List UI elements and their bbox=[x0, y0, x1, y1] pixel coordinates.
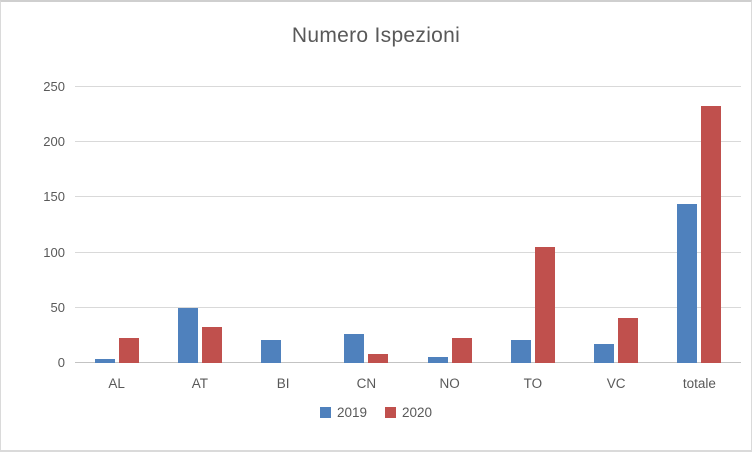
x-axis-label-totale: totale bbox=[682, 376, 716, 391]
x-axis-label-NO: NO bbox=[439, 376, 460, 391]
x-axis-label-BI: BI bbox=[276, 376, 290, 391]
x-axis-label-AL: AL bbox=[108, 376, 125, 391]
chart-title: Numero Ispezioni bbox=[291, 24, 461, 47]
legend-item-2020: 2020 bbox=[385, 405, 432, 420]
bar-2020-AL bbox=[118, 337, 139, 363]
gridline bbox=[75, 141, 741, 143]
bar-2020-NO bbox=[451, 337, 472, 363]
bar-2019-NO bbox=[427, 357, 448, 363]
y-axis-tick-label: 250 bbox=[43, 79, 65, 94]
x-axis-label-CN: CN bbox=[356, 376, 377, 391]
bar-2020-CN bbox=[368, 354, 389, 363]
bar-2019-TO bbox=[510, 339, 531, 363]
bar-2020-VC bbox=[618, 317, 639, 363]
bar-2020-AT bbox=[201, 326, 222, 363]
legend-swatch-2019 bbox=[319, 407, 331, 418]
x-axis-label-AT: AT bbox=[191, 376, 208, 391]
legend-label-2019: 2019 bbox=[336, 405, 367, 420]
y-axis-tick-label: 50 bbox=[50, 299, 65, 315]
bar-2019-VC bbox=[594, 344, 615, 363]
legend-swatch-2020 bbox=[385, 407, 396, 418]
bar-2019-CN bbox=[344, 334, 365, 363]
bar-2019-BI bbox=[261, 339, 282, 363]
y-axis-tick-label: 100 bbox=[43, 244, 65, 260]
gridline bbox=[75, 306, 741, 308]
gridline bbox=[75, 251, 741, 253]
bar-2020-totale bbox=[701, 105, 722, 363]
bar-2019-totale bbox=[677, 204, 698, 363]
legend-label-2020: 2020 bbox=[402, 405, 433, 420]
gridline bbox=[75, 86, 741, 87]
y-axis-tick-label: 150 bbox=[43, 189, 65, 205]
legend-item-2019: 2019 bbox=[319, 405, 367, 420]
gridline bbox=[75, 196, 741, 198]
legend: 2019 2020 bbox=[1, 405, 751, 420]
bar-2019-AT bbox=[177, 307, 198, 363]
y-axis-tick-label: 0 bbox=[57, 355, 65, 370]
bar-2019-AL bbox=[94, 358, 115, 363]
x-axis-line bbox=[75, 362, 741, 363]
x-axis-label-VC: VC bbox=[606, 376, 626, 391]
y-axis-tick-label: 200 bbox=[43, 134, 65, 150]
bar-2020-TO bbox=[534, 247, 555, 363]
x-axis-label-TO: TO bbox=[523, 376, 543, 391]
plot-area bbox=[75, 86, 741, 363]
